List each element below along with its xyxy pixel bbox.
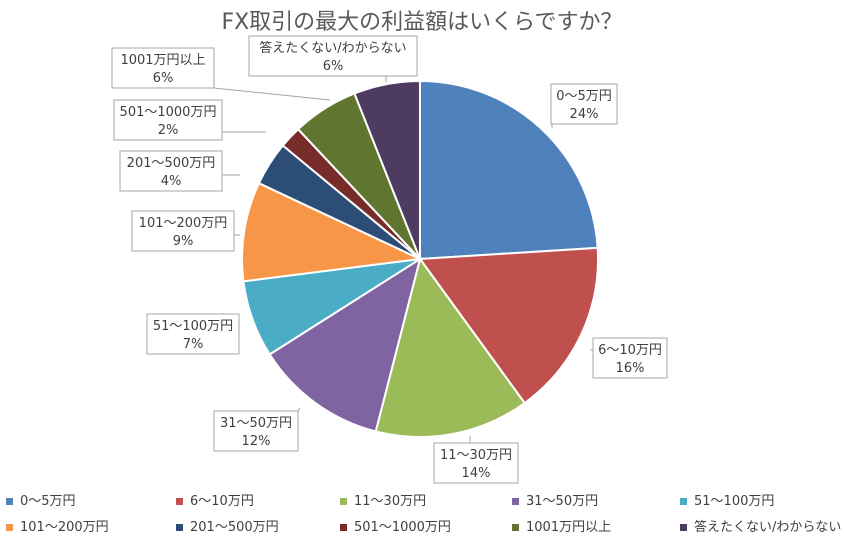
legend-label: 11～30万円 — [354, 494, 427, 509]
legend-label: 1001万円以上 — [526, 520, 612, 535]
data-label-box — [111, 47, 215, 89]
legend-label: 0～5万円 — [20, 494, 76, 509]
legend-item: 1001万円以上 — [512, 516, 611, 535]
legend-item: 31～50万円 — [512, 490, 598, 509]
legend-swatch — [680, 498, 687, 505]
data-label-value: 2% — [158, 123, 179, 138]
legend-item: 6～10万円 — [176, 490, 254, 509]
data-label-category: 6～10万円 — [598, 343, 662, 358]
data-label-category: 31～50万円 — [220, 416, 292, 431]
data-label-category: 0～5万円 — [556, 89, 612, 104]
legend-item: 101～200万円 — [6, 516, 109, 535]
data-label-value: 14% — [462, 466, 491, 481]
data-label-value: 24% — [570, 107, 599, 122]
legend-item: 51～100万円 — [680, 490, 774, 509]
data-label-value: 4% — [161, 174, 182, 189]
legend-swatch — [176, 524, 183, 531]
legend-item: 501～1000万円 — [340, 516, 451, 535]
data-label-category: 11～30万円 — [440, 448, 512, 463]
legend-label: 501～1000万円 — [354, 520, 451, 535]
data-label-value: 9% — [173, 234, 194, 249]
legend-swatch — [680, 524, 687, 531]
legend-item: 0～5万円 — [6, 490, 76, 509]
legend-label: 答えたくない/わからない — [694, 520, 842, 535]
pie-slice — [418, 246, 599, 405]
legend-label: 31～50万円 — [526, 494, 599, 509]
data-label-value: 12% — [242, 434, 271, 449]
pie-slice — [419, 79, 599, 261]
pie-slice — [374, 256, 527, 438]
data-label-category: 答えたくない/わからない — [259, 40, 406, 56]
data-label-box — [146, 313, 240, 355]
pie-slice — [268, 256, 422, 433]
legend-label: 6～10万円 — [190, 494, 254, 509]
data-label-category: 51～100万円 — [153, 319, 233, 334]
data-label-value: 6% — [323, 59, 344, 74]
data-label-value: 16% — [616, 361, 645, 376]
legend-swatch — [512, 524, 519, 531]
legend-item: 201～500万円 — [176, 516, 279, 535]
data-label-category: 101～200万円 — [139, 216, 228, 231]
legend-label: 51～100万円 — [694, 494, 775, 509]
legend: 0～5万円 6～10万円 11～30万円 31～50万円 51～100万円 101～200… — [0, 488, 844, 538]
data-label-box — [248, 35, 418, 77]
pie-slice — [241, 181, 424, 283]
legend-swatch — [340, 498, 347, 505]
legend-label: 201～500万円 — [190, 520, 279, 535]
data-label-box — [550, 83, 618, 125]
legend-swatch — [340, 524, 347, 531]
legend-item: 答えたくない/わからない — [680, 516, 841, 535]
legend-label: 101～200万円 — [20, 520, 109, 535]
data-label-box — [433, 442, 519, 484]
legend-swatch — [6, 498, 13, 505]
data-label-category: 1001万円以上 — [120, 53, 205, 68]
legend-swatch — [176, 498, 183, 505]
legend-swatch — [512, 498, 519, 505]
data-label-box — [213, 410, 299, 452]
data-label-category: 501～1000万円 — [120, 105, 217, 120]
data-label-box — [119, 150, 223, 192]
chart-title: FX取引の最大の利益額はいくらですか？ — [221, 10, 623, 35]
pie-slice — [353, 79, 421, 260]
legend-swatch — [6, 524, 13, 531]
legend-item: 11～30万円 — [340, 490, 426, 509]
data-label-category: 201～500万円 — [127, 156, 216, 171]
data-label-value: 7% — [183, 337, 204, 352]
data-label-box — [131, 210, 235, 252]
leader-line — [213, 87, 331, 101]
data-label-box — [113, 99, 223, 141]
data-label-value: 6% — [153, 71, 174, 86]
data-label-box — [592, 337, 668, 379]
